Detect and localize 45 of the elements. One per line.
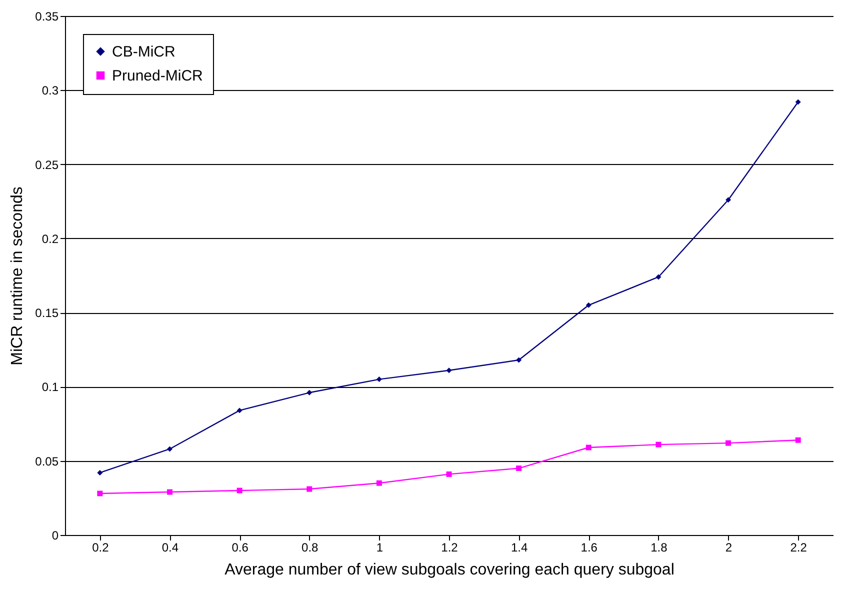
point (236, 408, 242, 414)
point (586, 302, 592, 308)
point (306, 486, 312, 492)
point (306, 390, 312, 396)
y-tick-label: 0.1 (42, 380, 59, 394)
x-tick-label: 0.2 (92, 540, 110, 554)
x-tick-label: 1.8 (650, 540, 668, 554)
point (446, 471, 452, 477)
point (516, 466, 522, 472)
x-tick-label: 2 (725, 540, 732, 554)
point (516, 357, 522, 363)
x-tick-label: 1.2 (441, 540, 458, 554)
point (166, 446, 172, 452)
y-tick-label: 0.05 (35, 454, 59, 468)
x-tick-label: 1.4 (510, 540, 528, 554)
x-tick-label: 0.6 (232, 540, 249, 554)
legend-label: CB-MiCR (112, 44, 176, 60)
legend-label: Pruned-MiCR (112, 68, 204, 84)
point (795, 437, 801, 443)
point (726, 197, 732, 203)
y-tick-label: 0.15 (35, 306, 59, 320)
point (726, 440, 732, 446)
point (166, 489, 172, 495)
x-tick-label: 2.2 (790, 540, 808, 554)
point (795, 99, 801, 105)
y-tick-label: 0.35 (35, 10, 59, 24)
point (376, 376, 382, 382)
point (586, 444, 592, 450)
x-axis-title: Average number of view subgoals covering each query subgoal (224, 562, 674, 578)
point (656, 442, 662, 448)
y-axis-title: MiCR runtime in seconds (9, 186, 26, 366)
point (446, 368, 452, 374)
x-tick-label: 1 (376, 540, 384, 554)
y-tick-label: 0.25 (35, 158, 59, 172)
y-tick-label: 0 (52, 528, 59, 542)
point (97, 490, 103, 496)
x-tick-label: 0.4 (162, 540, 179, 554)
point (656, 274, 662, 280)
x-tick-label: 0.8 (302, 540, 319, 554)
x-tick-label: 1.6 (580, 540, 598, 554)
point (236, 488, 242, 494)
point (97, 470, 103, 476)
y-tick-label: 0.2 (42, 232, 59, 246)
y-tick-label: 0.3 (42, 84, 59, 98)
point (376, 480, 382, 486)
